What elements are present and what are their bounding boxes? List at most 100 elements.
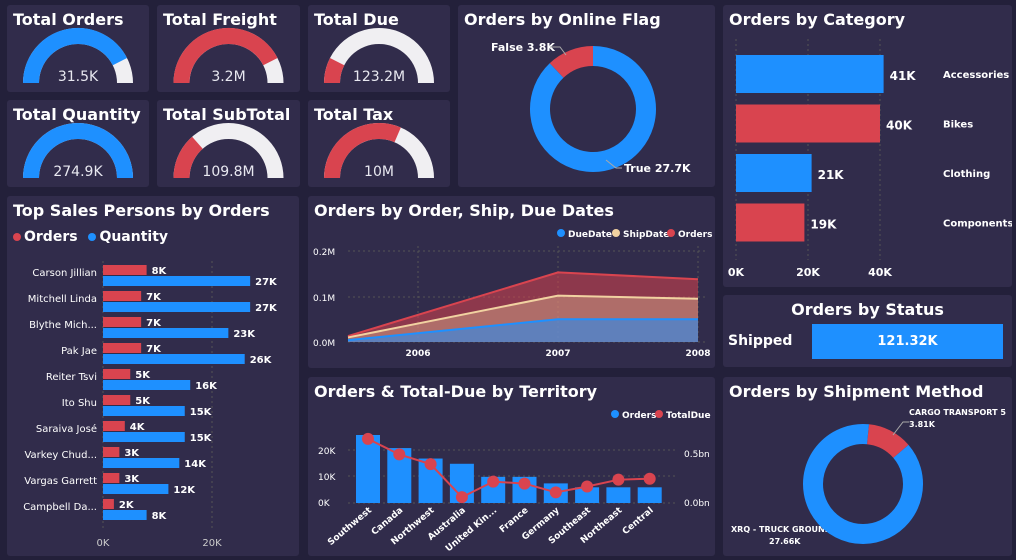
category-bar-chart: 0K 20K 40K 41K Accessories 40K Bikes 21K Clot…: [728, 39, 1012, 279]
quantity-value-label: 15K: [190, 433, 213, 444]
gauge-fill: [23, 28, 128, 84]
sales-person-name: Reiter Tsvi: [46, 372, 97, 383]
leader-line: [892, 421, 909, 436]
y-tick: 0.2M: [313, 248, 335, 258]
legend-label: Orders: [622, 411, 656, 421]
status-label: Shipped: [728, 333, 793, 349]
totaldue-point: [424, 458, 437, 471]
quantity-value-label: 16K: [195, 381, 218, 392]
y-left-tick: 20K: [318, 447, 336, 457]
legend-label: Orders: [24, 229, 78, 245]
legend: DueDate ShipDate Orders: [557, 229, 712, 240]
totaldue-point: [487, 475, 500, 488]
chart-title: Top Sales Persons by Orders: [13, 201, 270, 220]
sales-persons-card[interactable]: Top Sales Persons by Orders Orders Quant…: [7, 196, 299, 556]
orders-bar: [103, 369, 131, 379]
quantity-value-label: 27K: [255, 277, 278, 288]
legend-quantity[interactable]: Quantity: [88, 229, 168, 245]
y-right-tick: 0.0bn: [684, 499, 710, 509]
quantity-bar: [103, 458, 180, 468]
orders-bar: [103, 343, 142, 353]
category-card[interactable]: Orders by Category 0K 20K 40K 41K Accesso…: [723, 5, 1012, 287]
quantity-bar: [103, 510, 147, 520]
quantity-bar: [103, 302, 251, 312]
legend-orders[interactable]: Orders: [13, 229, 78, 245]
online-flag-card[interactable]: Orders by Online Flag False 3.8K True 27…: [458, 5, 715, 187]
totaldue-point: [518, 477, 531, 490]
sales-persons-bar-chart: 0K 20K Carson Jillian 8K 27K Mitchell Linda…: [23, 261, 278, 549]
legend-label: Orders: [678, 230, 712, 240]
legend-dot-quantity: [88, 233, 97, 241]
bar-value-label: 21K: [818, 168, 845, 182]
kpi-card-total-freight[interactable]: Total Freight 3.2M: [157, 5, 300, 92]
dates-card[interactable]: Orders by Order, Ship, Due Dates DueDate…: [308, 196, 715, 368]
territory-label: Southwest: [326, 505, 374, 548]
orders-bar: [103, 265, 147, 275]
category-label: Bikes: [943, 120, 973, 131]
orders-value-label: 5K: [135, 396, 151, 407]
gauge-fill: [324, 58, 345, 84]
donut-slice: [803, 424, 923, 544]
legend-dot: [557, 229, 565, 237]
gauge-fill: [23, 123, 133, 179]
category-bar: [736, 104, 880, 143]
line-shipdate: [347, 294, 699, 339]
area-duedate: [348, 319, 698, 342]
kpi-title: Total Due: [314, 10, 399, 29]
donut-slice: [549, 46, 594, 79]
chart-title: Orders by Shipment Method: [729, 382, 984, 401]
sales-person-name: Vargas Garrett: [24, 476, 97, 487]
axis-tick: 40K: [868, 266, 892, 279]
gauge-total-tax: [324, 123, 434, 179]
axis-tick: 0K: [728, 266, 745, 279]
legend-dot-orders: [13, 233, 21, 241]
totaldue-point: [643, 472, 656, 485]
totaldue-point: [549, 486, 562, 499]
quantity-value-label: 23K: [233, 329, 256, 340]
legend-label: Quantity: [99, 229, 169, 245]
gauge-total-due: [324, 28, 434, 84]
orders-value-label: 8K: [152, 266, 168, 277]
kpi-title: Total Freight: [163, 10, 277, 29]
sales-person-name: Campbell Da...: [23, 502, 97, 513]
axis-tick: 20K: [796, 266, 820, 279]
kpi-card-total-due[interactable]: Total Due 123.2M: [308, 5, 450, 92]
orders-value-label: 7K: [146, 318, 162, 329]
kpi-value: 10M: [364, 164, 394, 180]
status-card[interactable]: Orders by Status Shipped 121.32K: [723, 295, 1012, 367]
y-left-tick: 0K: [318, 499, 331, 509]
kpi-card-total-tax[interactable]: Total Tax 10M: [308, 100, 450, 187]
y-tick: 0.1M: [313, 294, 335, 304]
bar-value-label: 41K: [890, 69, 917, 83]
sales-person-name: Pak Jae: [61, 346, 97, 357]
territory-bar: [606, 487, 631, 503]
line-orders: [347, 271, 699, 338]
kpi-card-total-subtotal[interactable]: Total SubTotal 109.8M: [157, 100, 300, 187]
totaldue-point: [362, 432, 374, 445]
legend-label: TotalDue: [666, 411, 711, 421]
kpi-card-total-orders[interactable]: Total Orders 31.5K: [7, 5, 149, 92]
legend: Orders Quantity: [13, 229, 174, 245]
true-label: True 27.7K: [624, 162, 691, 175]
kpi-value: 123.2M: [352, 69, 406, 85]
quantity-value-label: 15K: [190, 407, 213, 418]
quantity-value-label: 8K: [152, 511, 168, 522]
quantity-bar: [103, 354, 245, 364]
kpi-card-total-quantity[interactable]: Total Quantity 274.9K: [7, 100, 149, 187]
totaldue-point: [455, 491, 468, 504]
kpi-value: 109.8M: [202, 164, 255, 180]
status-bar[interactable]: 121.32K: [812, 324, 1003, 359]
y-left-tick: 10K: [318, 473, 336, 483]
orders-value-label: 5K: [135, 370, 151, 381]
orders-bar: [103, 499, 114, 509]
orders-value-label: 3K: [124, 474, 140, 485]
quantity-value-label: 26K: [250, 355, 273, 366]
shipment-card[interactable]: Orders by Shipment Method CARGO TRANSPOR…: [723, 377, 1012, 556]
legend: Orders TotalDue: [611, 410, 711, 421]
category-label: Accessories: [943, 70, 1009, 81]
totaldue-line: [367, 437, 650, 499]
territory-card[interactable]: Orders & Total-Due by Territory Orders T…: [308, 377, 715, 556]
territory-bar: [356, 435, 380, 503]
kpi-value: 274.9K: [53, 164, 103, 180]
quantity-bar: [103, 484, 169, 494]
